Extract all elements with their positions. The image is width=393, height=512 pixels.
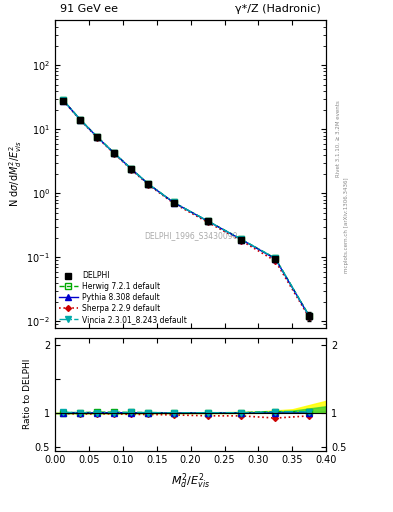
Text: Rivet 3.1.10, ≥ 3.2M events: Rivet 3.1.10, ≥ 3.2M events <box>336 100 341 177</box>
Y-axis label: N d$\sigma$/d$M^2_d$/$E^2_{vis}$: N d$\sigma$/d$M^2_d$/$E^2_{vis}$ <box>7 141 24 207</box>
Text: γ*/Z (Hadronic): γ*/Z (Hadronic) <box>235 4 321 14</box>
Legend: DELPHI, Herwig 7.2.1 default, Pythia 8.308 default, Sherpa 2.2.9 default, Vincia: DELPHI, Herwig 7.2.1 default, Pythia 8.3… <box>59 271 187 324</box>
Text: 91 GeV ee: 91 GeV ee <box>61 4 118 14</box>
X-axis label: $M^2_d/E^2_{vis}$: $M^2_d/E^2_{vis}$ <box>171 471 210 490</box>
Y-axis label: Ratio to DELPHI: Ratio to DELPHI <box>23 359 32 430</box>
Text: mcplots.cern.ch [arXiv:1306.3436]: mcplots.cern.ch [arXiv:1306.3436] <box>344 178 349 273</box>
Text: DELPHI_1996_S3430090: DELPHI_1996_S3430090 <box>144 231 237 240</box>
